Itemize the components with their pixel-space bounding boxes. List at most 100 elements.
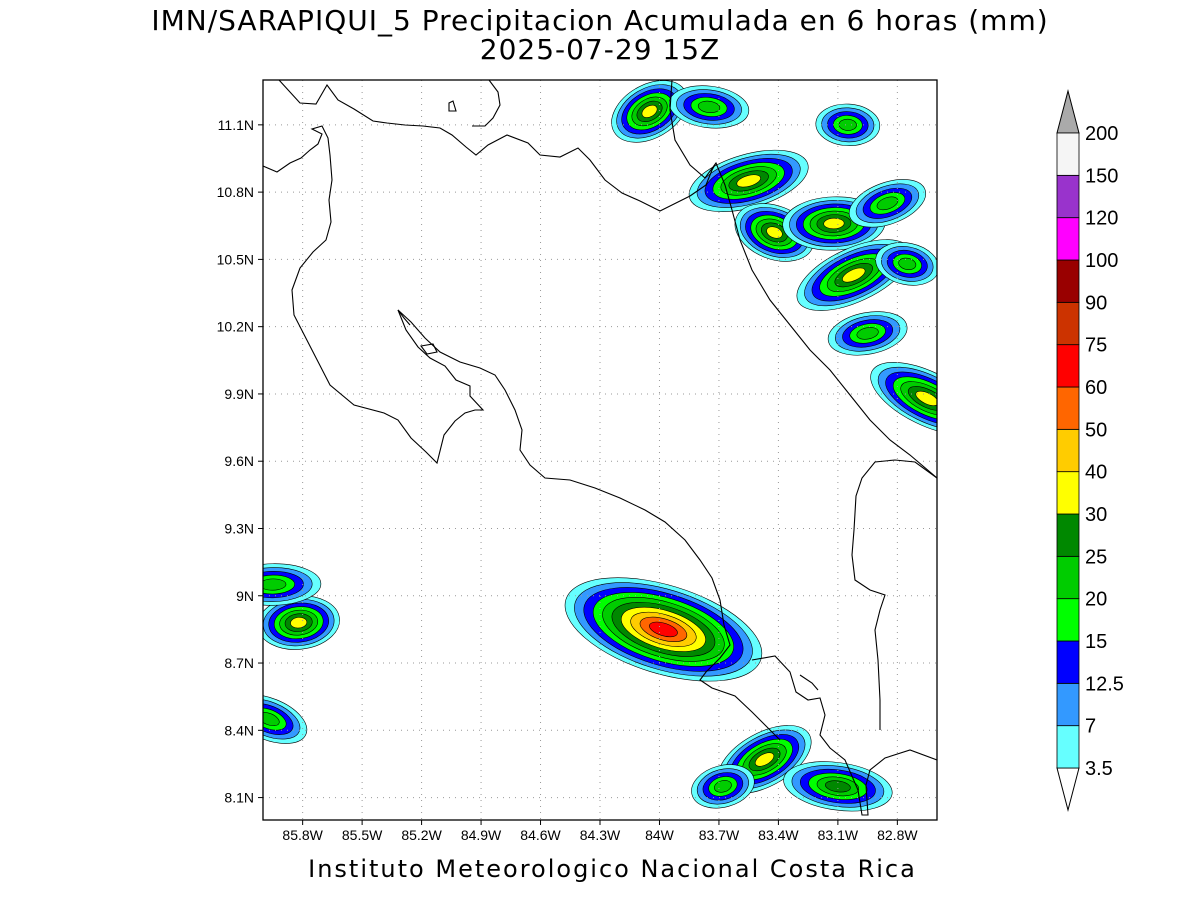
colorbar-label: 20 [1085,589,1107,611]
colorbar-label: 100 [1085,250,1118,272]
lat-tick-label: 8.7N [224,655,254,671]
lon-tick-label: 84.6W [520,827,561,843]
colorbar-swatch [1056,174,1080,219]
colorbar-swatch [1056,386,1080,430]
lon-tick-label: 84.9W [461,827,502,843]
colorbar-label: 90 [1085,292,1107,314]
lake-islet [448,100,457,112]
colorbar-swatch [1056,725,1080,769]
lon-tick-label: 84W [645,827,675,843]
colorbar-label: 3.5 [1085,758,1113,780]
lat-tick-label: 10.8N [217,184,254,200]
lon-tick-label: 82.8W [877,827,918,843]
pacific-coast-costa-rica [263,125,781,741]
lat-tick-label: 10.5N [217,251,254,267]
precip-contour [856,327,879,340]
colorbar-label: 75 [1085,335,1107,357]
precip-contour [736,174,761,188]
lon-tick-label: 83.7W [699,827,740,843]
colorbar-swatch [1056,513,1080,557]
colorbar-swatch [1056,132,1080,176]
colorbar-min-arrow [1056,767,1080,812]
precip-contour [641,104,658,118]
precip-contour [263,712,280,727]
coastlines-and-borders [263,80,937,816]
color-legend: 3.5 7 12.5 15 20 25 30 40 50 60 75 90 100 120 150 200 [1056,89,1124,812]
precip-cell [870,362,937,435]
colorbar-swatch [1056,301,1080,346]
lon-tick-label: 85.2W [401,827,442,843]
lon-tick-label: 84.3W [580,827,621,843]
precip-contour [898,257,917,271]
precip-contour [263,578,287,591]
colorbar-label: 25 [1085,546,1107,568]
precip-contour [754,752,775,767]
colorbar-label: 15 [1085,631,1107,653]
map-title: IMN/SARAPIQUI_5 Precipitacion Acumulada … [151,4,1049,37]
lat-tick-label: 9.3N [224,520,254,536]
precip-cell [796,239,911,311]
colorbar-label: 50 [1085,419,1107,441]
lat-tick-label: 11.1N [218,117,254,133]
colorbar-swatch [1056,555,1080,600]
colorbar-swatch [1056,598,1080,642]
lon-tick-label: 85.5W [342,827,383,843]
precip-contour [649,621,678,638]
precip-cell [783,761,893,812]
precip-cell [827,311,908,356]
colorbar-label: 7 [1085,716,1096,738]
colorbar-label: 200 [1085,123,1118,145]
colorbar-label: 30 [1085,504,1107,526]
precip-contour [823,217,845,230]
precip-cell [848,179,926,228]
precip-cell [688,149,809,212]
precip-cell [564,577,763,682]
nicaragua-coast-north [278,80,717,212]
graticule [263,80,937,820]
precip-cell [263,595,340,650]
colorbar-swatch [1056,682,1080,727]
precip-cell [263,563,322,606]
costa-rica-nicaragua-border [669,80,937,479]
lat-tick-label: 9N [236,588,254,604]
coast-south-a [799,674,819,691]
precip-cell [691,764,755,809]
lat-tick-label: 9.9N [224,386,254,402]
osa-peninsula [751,655,937,816]
colorbar-swatch [1056,259,1080,303]
precip-cell [668,85,750,129]
lon-tick-label: 83.1W [818,827,859,843]
footer-credit: Instituto Meteorologico Nacional Costa R… [308,855,917,883]
colorbar-max-arrow [1056,89,1080,134]
colorbar-swatch [1056,428,1080,473]
precip-contour [842,267,866,283]
precip-cell [875,242,937,286]
precip-cell [611,80,688,143]
precip-contour [714,780,732,793]
lat-tick-label: 8.4N [224,722,254,738]
precip-contour [697,100,721,113]
precip-contour [825,780,851,793]
precip-contour [290,616,308,629]
colorbar-swatch [1056,217,1080,261]
lat-tick-label: 10.2N [217,319,254,335]
colorbar-swatch [1056,640,1080,684]
colorbar-label: 40 [1085,462,1107,484]
precip-cell [815,103,881,146]
lon-tick-label: 85.8W [282,827,323,843]
colorbar-label: 60 [1085,377,1107,399]
gulf-nicoya-island [420,343,438,355]
colorbar-label: 150 [1085,165,1118,187]
precipitation-field [263,80,937,812]
map-datetime: 2025-07-29 15Z [479,33,721,66]
lat-tick-label: 9.6N [224,453,254,469]
lon-tick-label: 83.4W [758,827,799,843]
precip-contour [876,196,899,211]
colorbar-swatch [1056,344,1080,388]
precip-cell [263,694,308,744]
nicoya-gulf-inner [397,309,411,326]
colorbar-swatch [1056,471,1080,515]
plot-frame [262,79,938,821]
panama-border [851,459,937,730]
